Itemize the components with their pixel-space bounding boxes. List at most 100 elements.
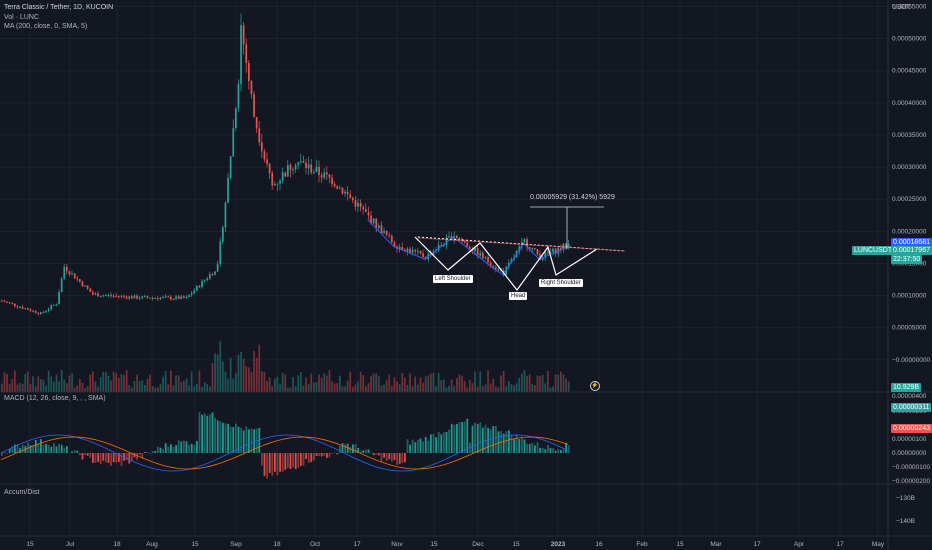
volume-bar (461, 375, 463, 392)
time-tick: May (872, 541, 885, 548)
volume-bar (94, 381, 97, 392)
time-tick: 15 (430, 541, 438, 548)
volume-bar (19, 382, 21, 392)
volume-bar (292, 377, 294, 392)
time-axis[interactable]: 15 Jul 18 Aug 15 Sep 18 Oct 17 Nov 15 Dec 15 2023 16 Fe… (26, 541, 885, 548)
candle-body (487, 257, 489, 263)
volume-bar (383, 384, 385, 392)
candle-body (154, 297, 157, 299)
price-axis[interactable]: 0.00055000 0.00050000 0.00045000 0.00040000… (892, 3, 931, 525)
volume-bar (422, 382, 424, 392)
macd-bar (47, 444, 50, 453)
symbol-legend[interactable]: Terra Classic / Tether, 1D, KUCOIN (4, 4, 114, 11)
macd-bar (206, 415, 209, 453)
volume-bar (193, 386, 196, 392)
macd-bar (40, 439, 42, 453)
time-tick: Jul (66, 541, 75, 548)
macd-bar (97, 453, 99, 462)
candle-body (151, 297, 154, 299)
macd-bar (513, 438, 515, 453)
grid-lines (0, 0, 888, 536)
candle-body (196, 285, 198, 291)
volume-bar (185, 378, 188, 392)
macd-bar (245, 426, 248, 453)
candle-body (380, 225, 383, 234)
candle-body (50, 305, 53, 310)
volume-bar (534, 385, 536, 392)
volume-bar (471, 383, 474, 392)
macd-bar (372, 453, 375, 456)
ma-legend[interactable]: MA (200, close, 0, SMA, 5) (4, 23, 88, 30)
volume-legend[interactable]: Vol · LUNC (4, 14, 40, 21)
candle-body (268, 163, 271, 174)
candle-body (235, 108, 237, 129)
macd-bar (424, 436, 427, 453)
volume-bar (396, 381, 398, 392)
volume-bar (214, 353, 216, 392)
accum-legend[interactable]: Accum/Dist (4, 489, 40, 496)
candle-body (250, 81, 253, 95)
macd-bar (541, 447, 544, 453)
time-tick: Feb (636, 541, 648, 548)
macd-bar (450, 423, 453, 453)
volume-bar (508, 381, 510, 392)
macd-bar (203, 413, 206, 453)
volume-bar (268, 377, 271, 392)
candle-body (193, 290, 196, 294)
volume-bar (84, 387, 86, 392)
macd-bar (557, 449, 560, 453)
candle-body (47, 309, 50, 311)
price-tick: 0.00010000 (892, 293, 927, 300)
volume-bar (372, 373, 375, 392)
volume-bar (149, 374, 151, 392)
candle-body (146, 296, 149, 298)
volume-bar (323, 373, 326, 392)
volume-bar (232, 378, 235, 392)
macd-bar (73, 450, 76, 453)
candle-body (40, 312, 42, 315)
macd-bar (411, 439, 414, 453)
macd-bar (37, 443, 40, 453)
volume-bar (276, 376, 279, 392)
candle-body (391, 235, 393, 243)
macd-bar (544, 449, 547, 453)
candle-body (276, 183, 279, 185)
macd-tick: −0.00000100 (892, 464, 931, 471)
volume-bar (302, 385, 305, 392)
volume-bar (105, 371, 107, 392)
candle-body (489, 262, 492, 267)
volume-bar (164, 370, 167, 392)
volume-bar (21, 383, 24, 392)
candle-body (417, 250, 419, 252)
volume-bar (16, 384, 19, 392)
volume-bar (440, 379, 443, 392)
volume-bar (118, 378, 120, 392)
moving-average-line (367, 219, 569, 276)
macd-tick: −0.00000200 (892, 478, 931, 485)
macd-bar (359, 451, 362, 453)
candle-body (123, 295, 125, 297)
alert-icon[interactable]: ⚡ (590, 381, 600, 391)
candle-body (115, 295, 118, 297)
candle-body (86, 285, 89, 289)
time-tick: Oct (310, 541, 320, 548)
macd-bar (458, 422, 461, 453)
volume-bar (237, 354, 240, 392)
macd-bar (63, 447, 66, 453)
candle-body (125, 296, 128, 299)
volume-bar (253, 350, 255, 392)
candle-body (232, 128, 235, 157)
macd-bar (32, 445, 34, 453)
macd-bar (318, 453, 320, 456)
macd-bar (461, 421, 463, 453)
candle-body (497, 268, 500, 270)
price-tick: 0.00055000 (892, 3, 927, 10)
candle-body (19, 307, 21, 309)
macd-line (0, 434, 568, 472)
volume-bar (539, 375, 541, 392)
macd-legend[interactable]: MACD (12, 26, close, 9, , , SMA) (4, 395, 106, 402)
volume-bar (203, 382, 206, 392)
macd-bar (341, 443, 344, 453)
macd-bar (224, 423, 227, 453)
